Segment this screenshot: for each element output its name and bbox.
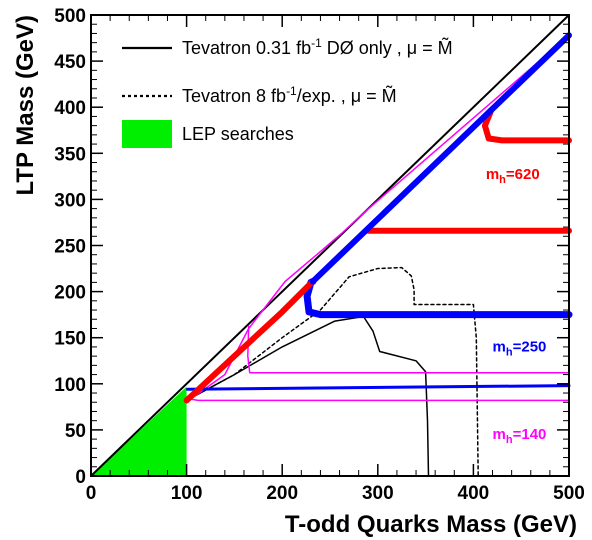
y-tick-label: 500 bbox=[54, 6, 86, 27]
series-mh620-upper bbox=[481, 108, 572, 144]
series-mh140-part-3 bbox=[187, 397, 569, 402]
x-tick-label: 500 bbox=[553, 483, 585, 504]
legend-entry-label: Tevatron 0.31 fb-1 DØ only , μ = M̃ bbox=[182, 36, 453, 58]
y-tick-label: 200 bbox=[54, 283, 86, 304]
x-tick-label: 200 bbox=[266, 483, 298, 504]
label-mh140: mh=140 bbox=[493, 426, 547, 446]
legend: Tevatron 0.31 fb-1 DØ only , μ = M̃ Tevat… bbox=[122, 36, 453, 148]
annotations: mh=620 mh=250 mh=140 bbox=[486, 166, 547, 446]
x-tick-label: 300 bbox=[362, 483, 394, 504]
y-tick-label: 250 bbox=[54, 237, 86, 258]
y-tick-label: 50 bbox=[65, 421, 86, 442]
legend-swatch-lep bbox=[122, 120, 172, 148]
legend-entry-label: LEP searches bbox=[182, 124, 294, 144]
y-tick-label: 300 bbox=[54, 190, 86, 211]
y-tick-label: 350 bbox=[54, 144, 86, 165]
series-layer bbox=[90, 14, 573, 477]
x-tick-label: 0 bbox=[86, 483, 97, 504]
series-diagonal bbox=[90, 14, 570, 477]
x-tick-label: 400 bbox=[458, 483, 490, 504]
series-mh140 bbox=[186, 34, 570, 403]
label-mh250: mh=250 bbox=[493, 339, 547, 359]
y-axis-label: LTP Mass (GeV) bbox=[12, 15, 39, 196]
series-mh620 bbox=[183, 279, 315, 404]
x-axis-label: T-odd Quarks Mass (GeV) bbox=[285, 511, 577, 538]
y-tick-label: 150 bbox=[54, 329, 86, 350]
axis-ticks bbox=[90, 14, 570, 477]
y-tick-label: 400 bbox=[54, 98, 86, 119]
series-tevatron-8 bbox=[185, 266, 479, 477]
lep-region-layer bbox=[91, 386, 187, 476]
series-tevatron-031 bbox=[185, 315, 430, 477]
y-tick-label: 0 bbox=[75, 467, 86, 488]
legend-entry-label: Tevatron 8 fb-1/exp. , μ = M̃ bbox=[182, 84, 397, 106]
y-tick-label: 450 bbox=[54, 52, 86, 73]
lep-region bbox=[91, 386, 187, 476]
x-tick-label: 100 bbox=[171, 483, 203, 504]
series-mh250-contour bbox=[303, 278, 573, 319]
series-mh-blue-diagonal bbox=[309, 32, 572, 285]
y-tick-label: 100 bbox=[54, 375, 86, 396]
series-mh250 bbox=[186, 384, 571, 391]
tick-labels: 0 100 200 300 400 500 0 50 100 150 200 250 300 350 400… bbox=[54, 6, 585, 504]
label-mh620: mh=620 bbox=[486, 166, 540, 186]
